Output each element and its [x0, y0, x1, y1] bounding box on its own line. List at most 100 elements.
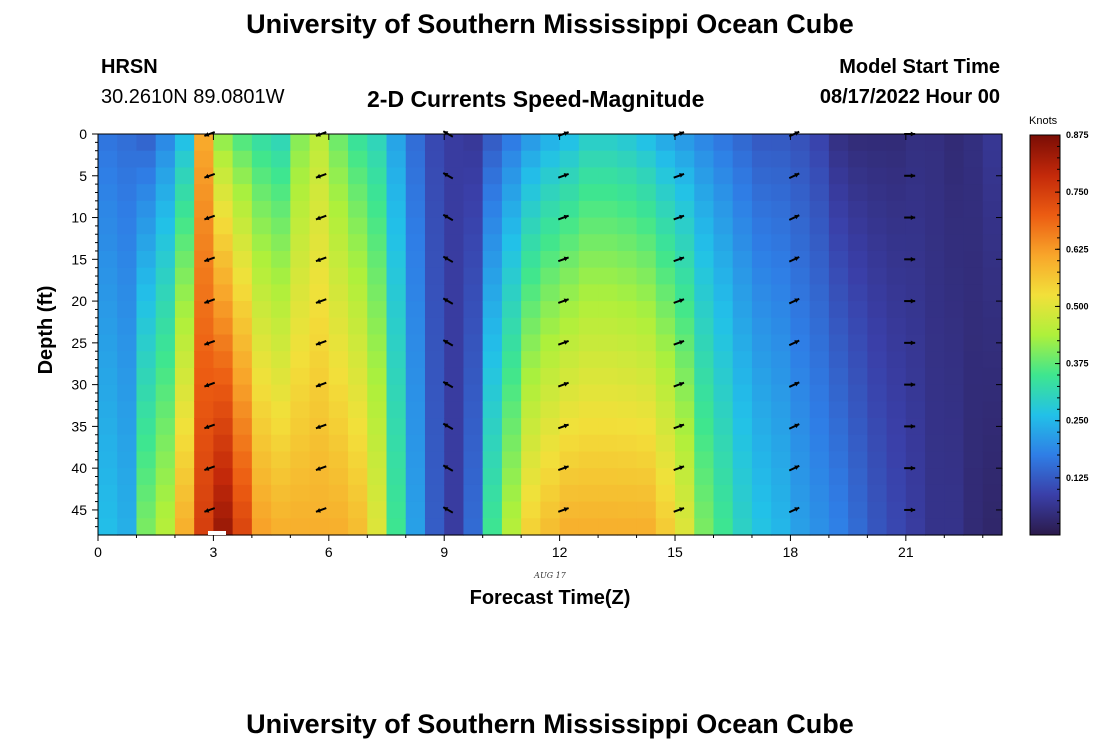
heatmap-cell: [213, 418, 234, 436]
heatmap-cell: [771, 401, 792, 419]
heatmap-cell: [636, 150, 657, 169]
heatmap-cell: [328, 250, 349, 269]
current-vector: [204, 340, 216, 346]
heatmap-cell: [944, 200, 965, 219]
current-vector: [788, 172, 800, 180]
heatmap-cell: [559, 150, 580, 169]
heatmap-cell: [213, 367, 234, 386]
heatmap-cell: [463, 284, 484, 302]
heatmap-cell: [444, 234, 465, 252]
heatmap-cell: [925, 484, 945, 503]
heatmap-cell: [328, 501, 349, 519]
current-vector: [904, 256, 916, 262]
heatmap-cell: [463, 367, 484, 386]
heatmap-cell: [828, 518, 849, 536]
heatmap-cell: [675, 484, 695, 503]
heatmap-cell: [174, 501, 195, 519]
heatmap-cell: [944, 351, 965, 369]
heatmap-cell: [828, 401, 849, 419]
heatmap-cell: [809, 301, 830, 319]
heatmap-cell: [751, 284, 772, 302]
heatmap-cell: [540, 134, 561, 152]
heatmap-cell: [482, 301, 503, 319]
vector-head: [794, 381, 800, 387]
heatmap-cell: [213, 167, 234, 185]
heatmap-cell: [867, 184, 888, 202]
heatmap-cell: [367, 367, 388, 386]
heatmap-cell: [713, 250, 734, 269]
heatmap-cell: [675, 468, 695, 486]
heatmap-cell: [655, 501, 676, 519]
heatmap-cell: [675, 434, 695, 453]
heatmap-cell: [963, 250, 984, 269]
heatmap-cell: [271, 234, 291, 252]
heatmap-cell: [194, 184, 214, 202]
heatmap-cell: [617, 401, 638, 419]
heatmap-cell: [963, 317, 984, 336]
heatmap-cell: [694, 250, 715, 269]
heatmap-cell: [98, 250, 118, 269]
heatmap-cell: [367, 250, 388, 269]
heatmap-cell: [905, 484, 926, 503]
heatmap-cell: [232, 317, 253, 336]
vector-head: [794, 173, 800, 178]
heatmap-cell: [598, 501, 618, 519]
heatmap-cell: [925, 518, 945, 536]
heatmap-cell: [386, 334, 407, 352]
current-vector: [788, 423, 800, 430]
heatmap-cell: [117, 451, 138, 469]
heatmap-cell: [521, 401, 541, 419]
vector-head: [315, 382, 321, 388]
heatmap-cell: [405, 518, 426, 536]
heatmap-cell: [867, 351, 888, 369]
heatmap-cell: [444, 134, 465, 152]
heatmap-cell: [174, 418, 195, 436]
current-vector: [673, 172, 685, 179]
heatmap-cell: [848, 234, 868, 252]
heatmap-cell: [598, 167, 618, 185]
heatmap-cell: [367, 267, 388, 285]
vector-head: [563, 423, 569, 429]
current-vector: [315, 423, 327, 430]
heatmap-cell: [925, 267, 945, 285]
heatmap-cell: [809, 484, 830, 503]
heatmap-cell: [848, 451, 868, 469]
heatmap-cell: [694, 150, 715, 169]
vector-head: [563, 507, 569, 512]
heatmap-cell: [463, 217, 484, 235]
heatmap-cell: [463, 250, 484, 269]
heatmap-cell: [790, 284, 811, 302]
heatmap-cell: [232, 200, 253, 219]
heatmap-cell: [174, 200, 195, 219]
heatmap-cell: [174, 384, 195, 402]
heatmap-cell: [598, 284, 618, 302]
heatmap-cell: [348, 518, 368, 536]
heatmap-cell: [982, 150, 1003, 169]
heatmap-cell: [713, 418, 734, 436]
heatmap-cell: [290, 384, 311, 402]
heatmap-cell: [290, 367, 311, 386]
heatmap-cell: [963, 384, 984, 402]
heatmap-cell: [598, 234, 618, 252]
heatmap-cell: [290, 434, 311, 453]
heatmap-cell: [886, 167, 907, 185]
heatmap-cell: [482, 418, 503, 436]
heatmap-cell: [809, 167, 830, 185]
heatmap-cell: [848, 484, 868, 503]
current-vector: [904, 340, 916, 346]
heatmap-cell: [559, 501, 580, 519]
y-tick-label: 0: [79, 126, 87, 142]
heatmap-cell: [694, 317, 715, 336]
heatmap-cell: [424, 250, 445, 269]
heatmap-cell: [751, 184, 772, 202]
y-tick-label: 20: [71, 293, 87, 309]
heatmap-cell: [905, 200, 926, 219]
heatmap-cell: [655, 134, 676, 152]
heatmap-cell: [251, 518, 272, 536]
heatmap-cell: [174, 317, 195, 336]
heatmap-cell: [521, 150, 541, 169]
heatmap-cell: [328, 150, 349, 169]
heatmap-cell: [713, 267, 734, 285]
heatmap-cell: [982, 250, 1003, 269]
heatmap-cell: [559, 518, 580, 536]
